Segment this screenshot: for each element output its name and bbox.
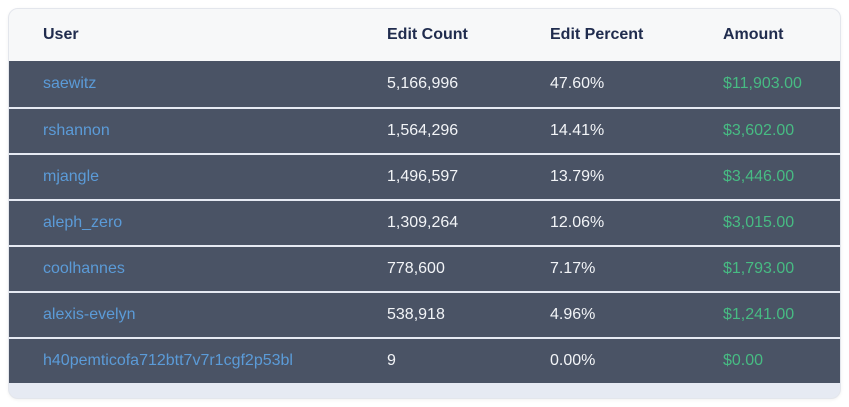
table-header-row: User Edit Count Edit Percent Amount <box>9 9 840 61</box>
amount-value: $3,446.00 <box>723 168 795 185</box>
column-header-edit-count: Edit Count <box>387 26 468 43</box>
edit-count-value: 5,166,996 <box>387 75 459 92</box>
user-edits-table: User Edit Count Edit Percent Amount saew… <box>8 8 841 399</box>
user-link[interactable]: mjangle <box>43 168 100 185</box>
edit-percent-value: 13.79% <box>550 168 605 185</box>
table-row: mjangle 1,496,597 13.79% $3,446.00 <box>9 153 840 199</box>
amount-value: $0.00 <box>723 352 764 369</box>
user-link[interactable]: aleph_zero <box>43 214 123 231</box>
user-link[interactable]: alexis-evelyn <box>43 306 136 323</box>
edit-percent-value: 47.60% <box>550 75 605 92</box>
table-row: saewitz 5,166,996 47.60% $11,903.00 <box>9 61 840 107</box>
column-header-amount: Amount <box>723 26 784 43</box>
edit-count-value: 9 <box>387 352 396 369</box>
user-link[interactable]: saewitz <box>43 75 97 92</box>
amount-value: $3,015.00 <box>723 214 795 231</box>
column-header-edit-percent: Edit Percent <box>550 26 644 43</box>
edit-count-value: 778,600 <box>387 260 445 277</box>
table-row: h40pemticofa712btt7v7r1cgf2p53bl 9 0.00%… <box>9 337 840 383</box>
edit-count-value: 1,564,296 <box>387 122 459 139</box>
edit-percent-value: 4.96% <box>550 306 596 323</box>
table-row: rshannon 1,564,296 14.41% $3,602.00 <box>9 107 840 153</box>
amount-value: $1,793.00 <box>723 260 795 277</box>
edit-percent-value: 0.00% <box>550 352 596 369</box>
edit-percent-value: 14.41% <box>550 122 605 139</box>
amount-value: $3,602.00 <box>723 122 795 139</box>
table-body: saewitz 5,166,996 47.60% $11,903.00 rsha… <box>9 61 840 383</box>
edit-percent-value: 12.06% <box>550 214 605 231</box>
user-link[interactable]: coolhannes <box>43 260 125 277</box>
amount-value: $1,241.00 <box>723 306 795 323</box>
edit-count-value: 1,496,597 <box>387 168 459 185</box>
edit-count-value: 1,309,264 <box>387 214 459 231</box>
amount-value: $11,903.00 <box>723 75 802 92</box>
table-row: aleph_zero 1,309,264 12.06% $3,015.00 <box>9 199 840 245</box>
edit-count-value: 538,918 <box>387 306 445 323</box>
user-link[interactable]: h40pemticofa712btt7v7r1cgf2p53bl <box>43 352 293 369</box>
user-link[interactable]: rshannon <box>43 122 110 139</box>
table-row: alexis-evelyn 538,918 4.96% $1,241.00 <box>9 291 840 337</box>
table-row: coolhannes 778,600 7.17% $1,793.00 <box>9 245 840 291</box>
edit-percent-value: 7.17% <box>550 260 596 277</box>
column-header-user: User <box>43 26 79 43</box>
